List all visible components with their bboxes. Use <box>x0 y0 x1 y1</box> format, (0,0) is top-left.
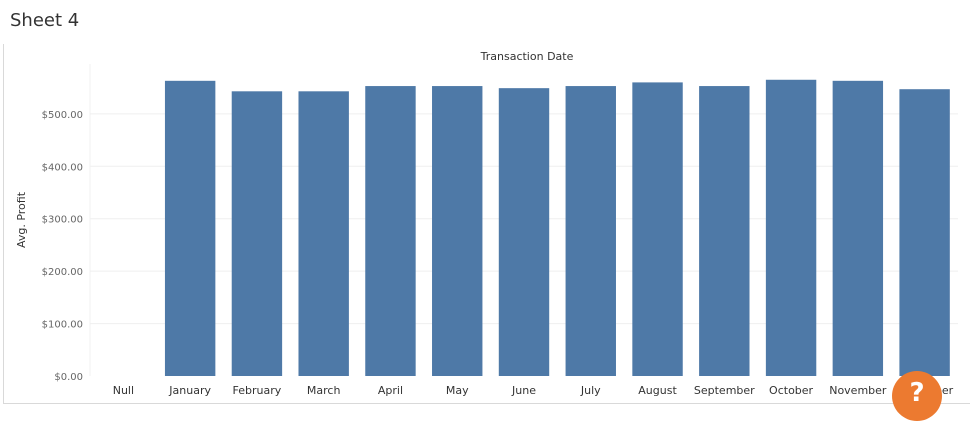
bar-december[interactable] <box>899 89 950 377</box>
y-tick-label: $200.00 <box>42 267 83 278</box>
bar-july[interactable] <box>565 86 616 376</box>
bar-september[interactable] <box>699 86 750 376</box>
bar-january[interactable] <box>164 80 216 377</box>
x-axis-title: Transaction Date <box>480 50 574 63</box>
x-tick-label: February <box>233 384 282 397</box>
bar-chart: Transaction Date Avg. Profit $0.00 $100.0… <box>15 50 958 397</box>
help-button[interactable]: ? <box>892 371 942 421</box>
x-axis: Null January February March April May June July… <box>113 384 954 397</box>
x-tick-label: January <box>168 384 211 397</box>
x-tick-label: March <box>307 384 341 397</box>
bar-june[interactable] <box>498 88 550 376</box>
x-tick-label: November <box>829 384 887 397</box>
x-tick-label: August <box>638 384 677 397</box>
bar-march[interactable] <box>298 91 349 376</box>
question-mark-icon: ? <box>909 378 925 408</box>
x-tick-label: Null <box>113 384 134 397</box>
bar-november[interactable] <box>832 80 884 377</box>
y-tick-label: $400.00 <box>42 162 83 173</box>
bar-may[interactable] <box>432 86 483 376</box>
bars <box>164 79 950 377</box>
y-tick-label: $0.00 <box>54 372 83 383</box>
x-tick-label: July <box>580 384 601 397</box>
y-axis-title: Avg. Profit <box>15 191 28 248</box>
x-tick-label: September <box>694 384 755 397</box>
bar-february[interactable] <box>231 91 283 376</box>
y-tick-label: $100.00 <box>42 320 83 331</box>
y-tick-label: $500.00 <box>42 110 83 121</box>
sheet-title: Sheet 4 <box>10 10 80 31</box>
x-tick-label: June <box>511 384 536 397</box>
bar-august[interactable] <box>632 82 683 376</box>
y-axis: $0.00 $100.00 $200.00 $300.00 $400.00 $500.00 <box>42 110 83 383</box>
x-tick-label: April <box>378 384 403 397</box>
x-tick-label: October <box>769 384 813 397</box>
y-tick-label: $300.00 <box>42 215 83 226</box>
bar-april[interactable] <box>365 86 416 376</box>
sheet-view: Sheet 4 Transaction Date Avg. Profit $0.… <box>3 10 970 421</box>
bar-october[interactable] <box>765 79 817 376</box>
x-tick-label: May <box>446 384 469 397</box>
